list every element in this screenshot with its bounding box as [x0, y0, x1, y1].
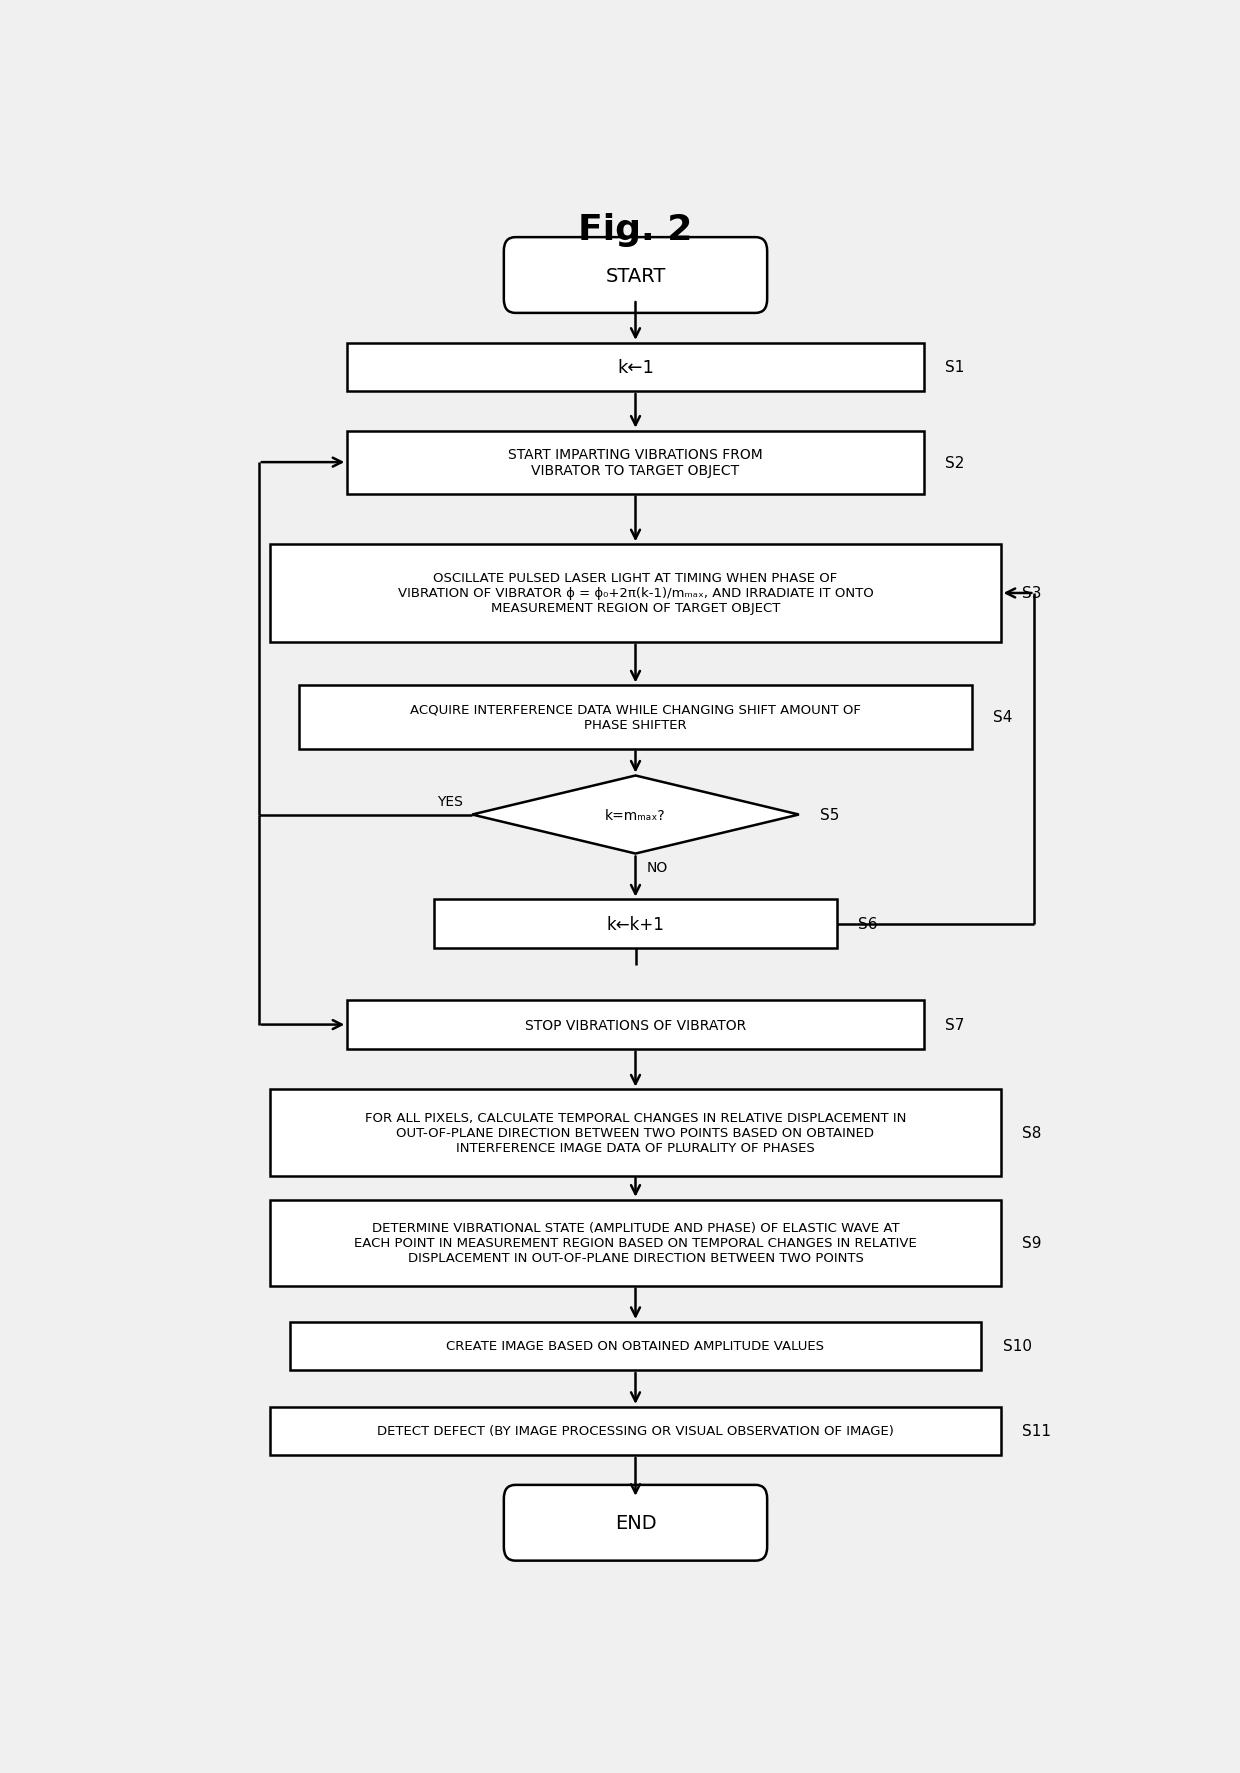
- Polygon shape: [472, 777, 799, 855]
- Text: S11: S11: [1022, 1424, 1050, 1438]
- Text: ACQUIRE INTERFERENCE DATA WHILE CHANGING SHIFT AMOUNT OF
PHASE SHIFTER: ACQUIRE INTERFERENCE DATA WHILE CHANGING…: [410, 704, 861, 732]
- Text: OSCILLATE PULSED LASER LIGHT AT TIMING WHEN PHASE OF
VIBRATION OF VIBRATOR ϕ = ϕ: OSCILLATE PULSED LASER LIGHT AT TIMING W…: [398, 573, 873, 615]
- Bar: [270, 1408, 1001, 1456]
- Text: Fig. 2: Fig. 2: [578, 213, 693, 246]
- FancyBboxPatch shape: [503, 238, 768, 314]
- FancyBboxPatch shape: [503, 1486, 768, 1560]
- Bar: [270, 1200, 1001, 1285]
- Text: S2: S2: [945, 456, 965, 470]
- Text: S8: S8: [1022, 1126, 1042, 1140]
- Text: YES: YES: [436, 794, 463, 808]
- Text: S10: S10: [1003, 1339, 1032, 1355]
- Text: FOR ALL PIXELS, CALCULATE TEMPORAL CHANGES IN RELATIVE DISPLACEMENT IN
OUT-OF-PL: FOR ALL PIXELS, CALCULATE TEMPORAL CHANG…: [365, 1112, 906, 1154]
- Bar: [290, 1323, 982, 1371]
- Text: S1: S1: [945, 360, 965, 376]
- Text: k←1: k←1: [618, 358, 653, 376]
- Text: START: START: [605, 266, 666, 285]
- Bar: [434, 901, 837, 949]
- Text: k←k+1: k←k+1: [606, 915, 665, 933]
- Text: STOP VIBRATIONS OF VIBRATOR: STOP VIBRATIONS OF VIBRATOR: [525, 1018, 746, 1032]
- Text: DETERMINE VIBRATIONAL STATE (AMPLITUDE AND PHASE) OF ELASTIC WAVE AT
EACH POINT : DETERMINE VIBRATIONAL STATE (AMPLITUDE A…: [355, 1222, 916, 1264]
- Text: S9: S9: [1022, 1236, 1042, 1250]
- Text: START IMPARTING VIBRATIONS FROM
VIBRATOR TO TARGET OBJECT: START IMPARTING VIBRATIONS FROM VIBRATOR…: [508, 449, 763, 479]
- Text: END: END: [615, 1514, 656, 1532]
- Text: S3: S3: [1022, 587, 1042, 601]
- Bar: [347, 1002, 924, 1050]
- Bar: [270, 544, 1001, 642]
- Text: S7: S7: [945, 1018, 965, 1032]
- Text: DETECT DEFECT (BY IMAGE PROCESSING OR VISUAL OBSERVATION OF IMAGE): DETECT DEFECT (BY IMAGE PROCESSING OR VI…: [377, 1425, 894, 1438]
- Bar: [299, 686, 972, 748]
- Text: CREATE IMAGE BASED ON OBTAINED AMPLITUDE VALUES: CREATE IMAGE BASED ON OBTAINED AMPLITUDE…: [446, 1340, 825, 1353]
- Text: NO: NO: [647, 862, 668, 874]
- Bar: [347, 431, 924, 495]
- Text: S4: S4: [993, 709, 1012, 725]
- Text: S5: S5: [820, 807, 839, 823]
- Text: S6: S6: [858, 917, 878, 931]
- Bar: [347, 344, 924, 392]
- Text: k=mₘₐₓ?: k=mₘₐₓ?: [605, 808, 666, 823]
- Bar: [270, 1090, 1001, 1175]
